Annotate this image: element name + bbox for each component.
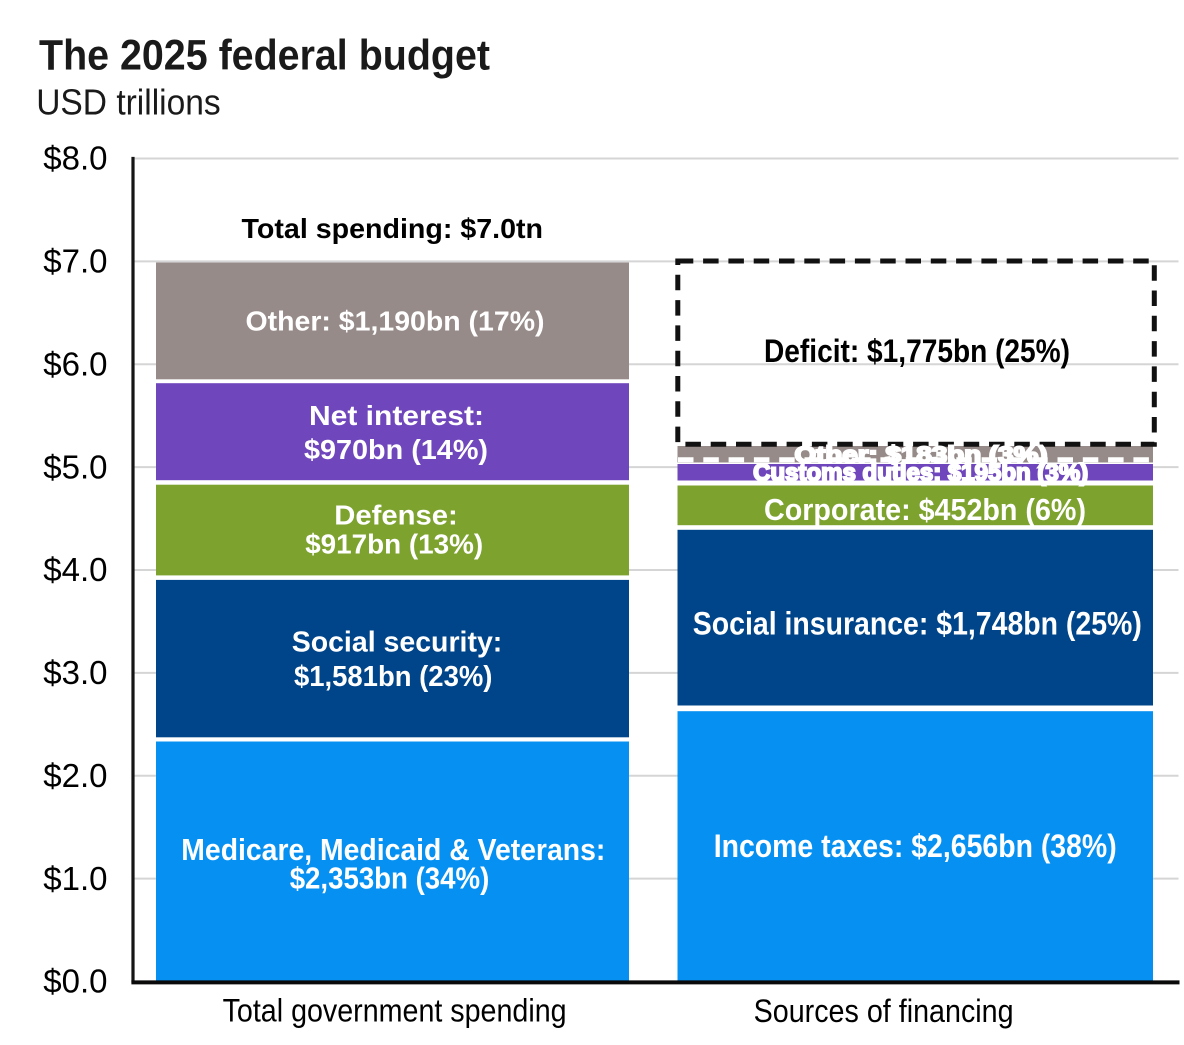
svg-text:$1.0: $1.0 [43,860,107,897]
svg-text:$8.0: $8.0 [43,140,107,177]
svg-text:Defense:: Defense: [334,499,458,530]
svg-text:Total government spending: Total government spending [223,993,567,1029]
svg-text:$4.0: $4.0 [43,551,107,588]
svg-text:USD trillions: USD trillions [36,82,221,123]
svg-text:$2.0: $2.0 [43,757,107,794]
svg-text:Other: $1,190bn (17%): Other: $1,190bn (17%) [246,306,545,337]
svg-text:Net interest:: Net interest: [309,400,484,431]
svg-text:Medicare, Medicaid & Veterans:: Medicare, Medicaid & Veterans: [181,832,605,867]
svg-text:Corporate: $452bn (6%): Corporate: $452bn (6%) [764,492,1086,527]
svg-text:$5.0: $5.0 [43,448,107,485]
svg-text:Deficit: $1,775bn (25%): Deficit: $1,775bn (25%) [764,333,1070,369]
svg-text:$0.0: $0.0 [43,963,107,1000]
svg-text:$2,353bn (34%): $2,353bn (34%) [290,860,490,895]
svg-text:Other: $183bn (3%): Other: $183bn (3%) [795,441,1048,467]
svg-text:Income taxes: $2,656bn (38%): Income taxes: $2,656bn (38%) [714,828,1117,864]
svg-text:Social insurance: $1,748bn (25: Social insurance: $1,748bn (25%) [693,605,1142,641]
svg-text:$917bn (13%): $917bn (13%) [305,529,483,560]
svg-text:Social security:: Social security: [292,627,503,659]
svg-text:$970bn (14%): $970bn (14%) [304,434,488,465]
svg-text:Customs duties: $195bn (3%): Customs duties: $195bn (3%) [753,460,1088,487]
svg-text:$3.0: $3.0 [43,654,107,691]
svg-text:$1,581bn (23%): $1,581bn (23%) [294,661,493,693]
svg-text:Total spending: $7.0tn: Total spending: $7.0tn [242,213,544,244]
svg-text:$7.0: $7.0 [43,243,107,280]
svg-text:Sources of financing: Sources of financing [754,993,1014,1029]
svg-text:The 2025 federal budget: The 2025 federal budget [39,31,490,79]
svg-text:$6.0: $6.0 [43,345,107,382]
